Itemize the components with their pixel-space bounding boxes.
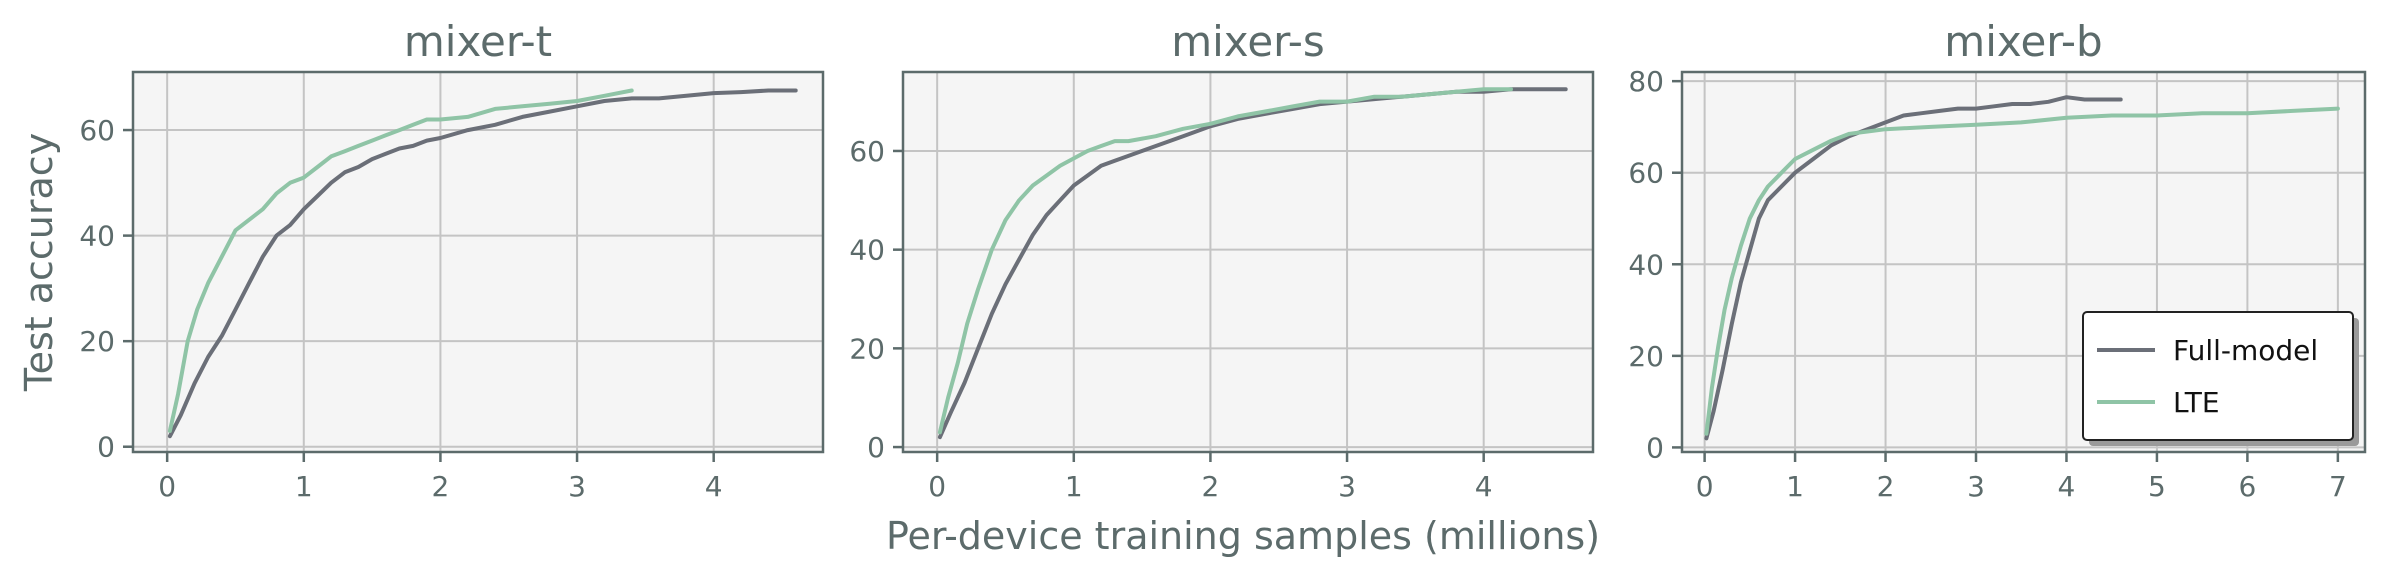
x-tick-label: 3 <box>1338 470 1356 503</box>
series-line-lte <box>167 88 634 433</box>
plot-frame <box>901 70 1595 454</box>
y-tick-label: 20 <box>849 332 885 365</box>
plot-frame <box>1680 70 2367 454</box>
x-tick-label: 2 <box>1877 470 1895 503</box>
chart-title: mixer-b <box>1944 17 2102 66</box>
legend-label-full-model: Full-model <box>2173 334 2318 367</box>
x-tick-label: 0 <box>158 470 176 503</box>
x-tick-label: 4 <box>1475 470 1493 503</box>
x-tick-label: 6 <box>2238 470 2256 503</box>
chart-title: mixer-s <box>1171 17 1325 66</box>
series-line-full-model <box>1704 95 2123 441</box>
x-tick-label: 4 <box>2058 470 2076 503</box>
series-line-lte <box>937 87 1513 435</box>
x-tick-label: 1 <box>1786 470 1804 503</box>
y-tick-label: 80 <box>1628 65 1664 98</box>
series-line-full-model <box>167 88 798 439</box>
x-tick-label: 0 <box>1696 470 1714 503</box>
chart-title: mixer-t <box>404 17 552 66</box>
y-tick-label: 0 <box>1646 431 1664 464</box>
x-axis-label: Per-device training samples (millions) <box>886 514 1600 558</box>
y-tick-label: 60 <box>849 135 885 168</box>
plot-frame <box>131 70 825 454</box>
y-tick-label: 60 <box>79 114 115 147</box>
y-axis-label: Test accuracy <box>17 133 61 392</box>
y-tick-label: 60 <box>1628 157 1664 190</box>
x-tick-label: 1 <box>1065 470 1083 503</box>
chart-panel-mixer-b: 0 1 2 3 4 5 6 7 0 20 40 60 80 mixer-b Full-model LTE <box>1628 17 2367 503</box>
x-tick-label: 7 <box>2329 470 2347 503</box>
series-line-lte <box>1704 106 2340 436</box>
x-tick-label: 3 <box>568 470 586 503</box>
x-tick-label: 2 <box>432 470 450 503</box>
y-tick-label: 0 <box>867 431 885 464</box>
legend-box <box>2082 311 2354 441</box>
x-tick-label: 3 <box>1967 470 1985 503</box>
y-tick-label: 40 <box>849 234 885 267</box>
x-tick-label: 0 <box>928 470 946 503</box>
plot-area <box>133 72 823 452</box>
x-tick-label: 2 <box>1202 470 1220 503</box>
y-tick-label: 20 <box>1628 340 1664 373</box>
y-tick-label: 40 <box>1628 248 1664 281</box>
x-tick-label: 5 <box>2148 470 2166 503</box>
y-tick-label: 0 <box>97 431 115 464</box>
y-tick-label: 40 <box>79 220 115 253</box>
legend: Full-model LTE <box>2082 311 2359 446</box>
plot-area <box>903 72 1593 452</box>
x-tick-label: 4 <box>705 470 723 503</box>
x-tick-label: 1 <box>295 470 313 503</box>
y-tick-label: 20 <box>79 325 115 358</box>
legend-label-lte: LTE <box>2173 386 2220 419</box>
